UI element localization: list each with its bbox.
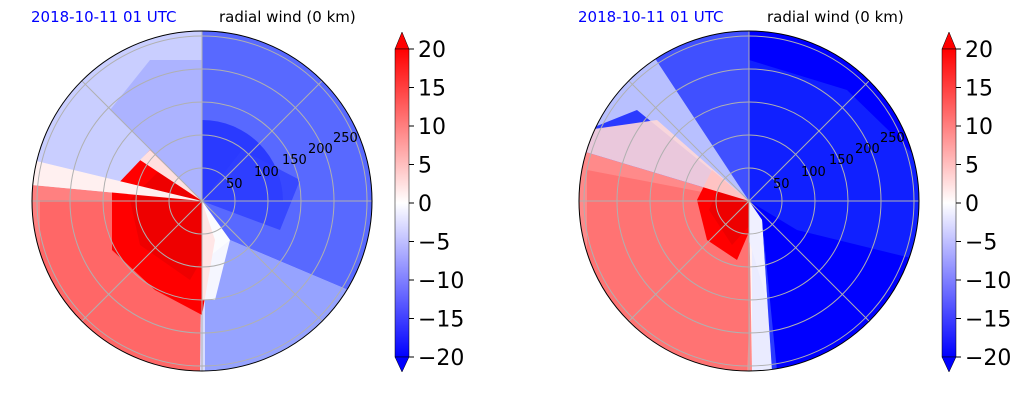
polar-plot-right: 50 100 150 200 250 <box>578 30 920 372</box>
polar-frame-right <box>578 30 920 372</box>
colorbar-tick-label: −20 <box>418 346 464 371</box>
radial-tick-labels-right: 50 100 150 200 250 <box>773 131 905 192</box>
time-label: 2018-10-11 01 UTC <box>31 8 177 26</box>
colorbar-extend-max <box>941 31 957 50</box>
colorbar-tick-label: 0 <box>418 192 432 217</box>
colorbar-tick-label: 20 <box>965 38 993 63</box>
polar-frame-left <box>31 30 373 372</box>
polar-plot-left: 50 100 150 200 250 <box>31 30 373 372</box>
colorbar-tick-label: 20 <box>418 38 446 63</box>
polar-grid-right <box>579 31 919 371</box>
colorbar-gradient <box>941 48 957 358</box>
chart-title: radial wind (0 km) <box>219 8 356 26</box>
radial-tick-label: 100 <box>801 165 826 180</box>
colorbar-extend-max <box>394 31 410 50</box>
colorbar-left: 20 15 10 5 0 −5 −10 −15 −20 <box>394 31 464 373</box>
polar-grid-left <box>32 31 372 371</box>
colorbar-gradient <box>394 48 410 358</box>
colorbar-tick-label: −15 <box>418 308 464 333</box>
colorbar-tick-label: 0 <box>965 192 979 217</box>
chart-title: radial wind (0 km) <box>767 8 904 26</box>
radial-tick-label: 100 <box>254 165 279 180</box>
radial-tick-labels-left: 50 100 150 200 250 <box>226 131 358 192</box>
radial-tick-label: 150 <box>829 153 854 168</box>
colorbar-tick-label: −20 <box>965 346 1011 371</box>
colorbar-tick-label: 15 <box>418 77 446 102</box>
colorbar-tick-label: −5 <box>418 231 450 256</box>
colorbar-tick-label: 5 <box>965 154 979 179</box>
colorbar-extend-min <box>941 356 957 373</box>
colorbar-tick-label: −10 <box>965 269 1011 294</box>
colorbar-tick-label: 10 <box>418 115 446 140</box>
left-panel: 50 100 150 200 250 2018-10-11 01 UTC rad… <box>31 8 464 373</box>
colorbar-extend-min <box>394 356 410 373</box>
radial-tick-label: 50 <box>773 177 790 192</box>
colorbar-tick-label: −5 <box>965 231 997 256</box>
radial-tick-label: 250 <box>880 131 905 146</box>
radial-tick-label: 250 <box>333 131 358 146</box>
radial-tick-label: 150 <box>282 153 307 168</box>
colorbar-tick-label: 15 <box>965 77 993 102</box>
colorbar-tick-label: 10 <box>965 115 993 140</box>
time-label: 2018-10-11 01 UTC <box>578 8 724 26</box>
radial-tick-label: 50 <box>226 177 243 192</box>
right-panel: 50 100 150 200 250 2018-10-11 01 UTC rad… <box>547 0 1028 401</box>
colorbar-tick-label: −10 <box>418 269 464 294</box>
colorbar-tick-label: 5 <box>418 154 432 179</box>
radial-tick-label: 200 <box>855 142 880 157</box>
radial-tick-label: 200 <box>308 142 333 157</box>
colorbar-tick-label: −15 <box>965 308 1011 333</box>
colorbar-right: 20 15 10 5 0 −5 −10 −15 −20 <box>941 31 1011 373</box>
